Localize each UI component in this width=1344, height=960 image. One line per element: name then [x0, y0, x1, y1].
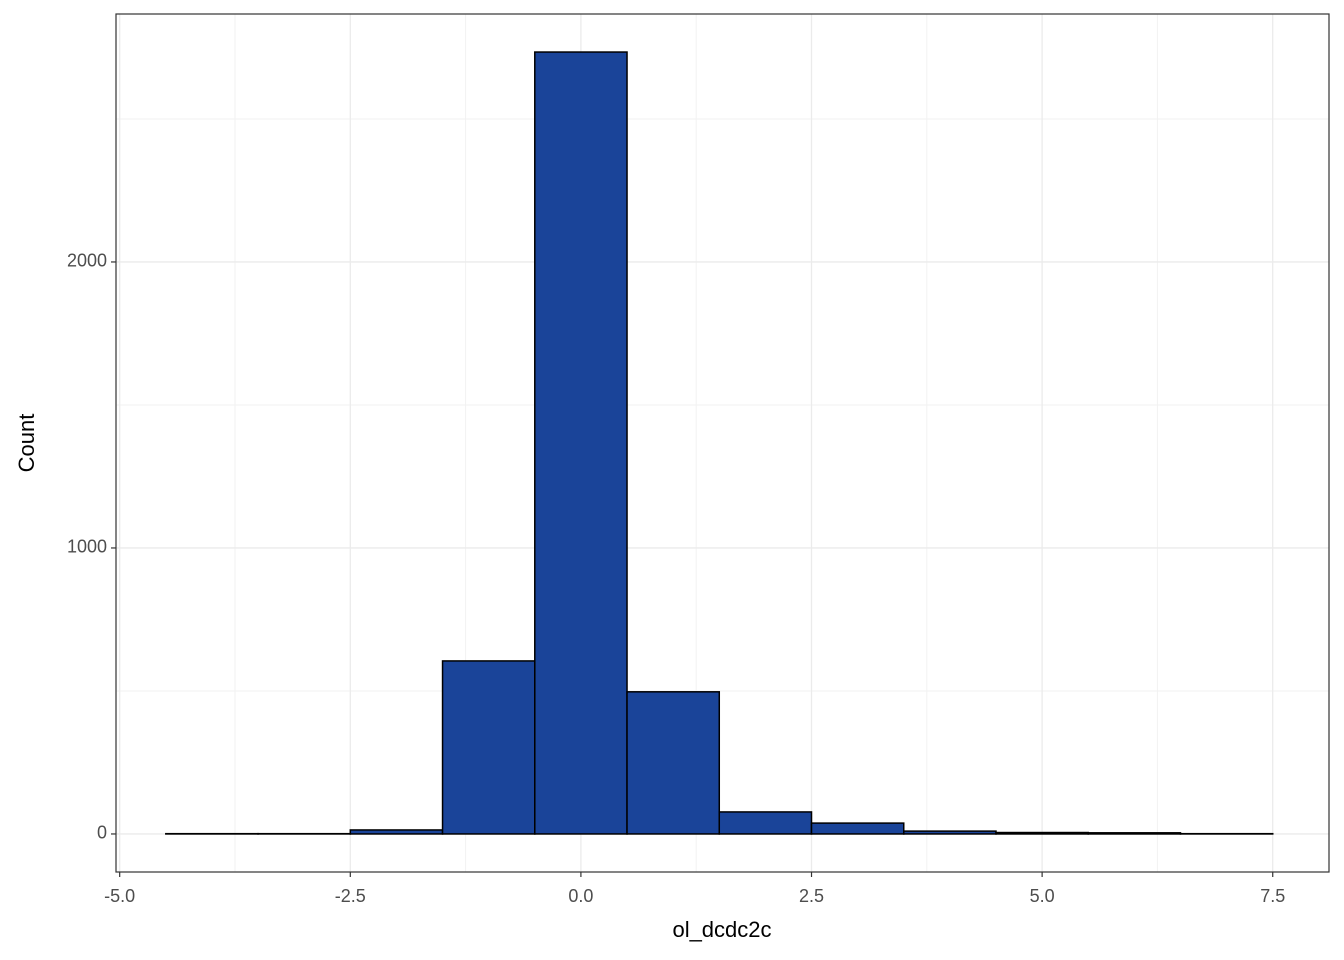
y-tick-label: 2000: [67, 251, 107, 271]
bar: [810, 822, 905, 835]
bars: [165, 51, 1274, 835]
x-tick-label: 2.5: [799, 886, 824, 906]
x-axis-title: ol_dcdc2c: [672, 917, 771, 942]
bar: [995, 831, 1089, 835]
y-tick-label: 1000: [67, 537, 107, 557]
x-tick-label: 5.0: [1030, 886, 1055, 906]
x-tick-label: 7.5: [1260, 886, 1285, 906]
bar: [718, 811, 813, 835]
bar: [534, 51, 628, 835]
x-tick-label: -2.5: [335, 886, 366, 906]
bar: [626, 691, 721, 835]
bar: [441, 660, 536, 835]
x-tick-label: -5.0: [104, 886, 135, 906]
x-tick-label: 0.0: [568, 886, 593, 906]
bar: [1087, 832, 1182, 835]
panel-border: [115, 13, 1330, 873]
bar: [903, 830, 997, 835]
y-tick-label: 0: [97, 823, 107, 843]
bar: [349, 829, 444, 835]
y-axis-title: Count: [14, 414, 39, 473]
